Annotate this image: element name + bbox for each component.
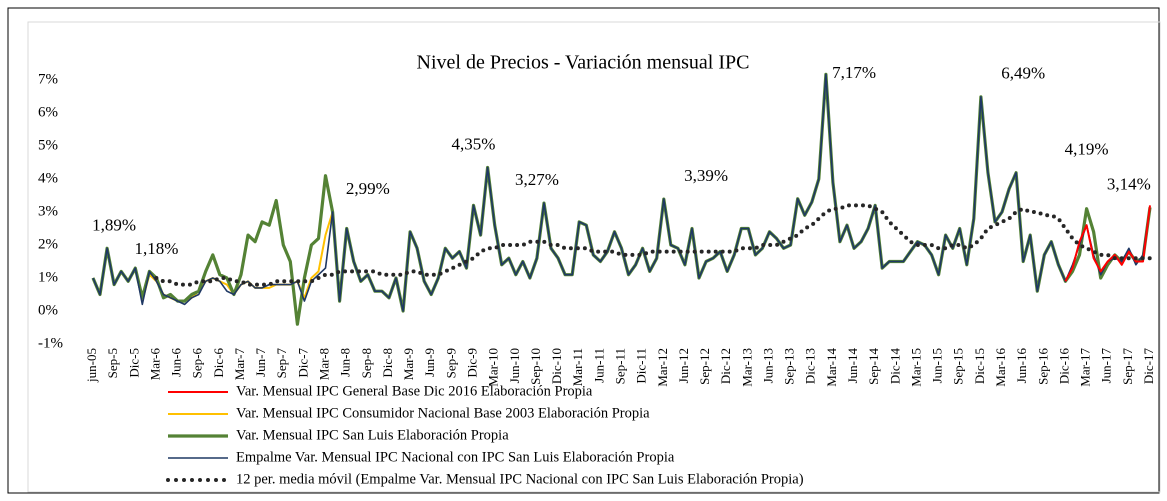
x-tick-label: Dic-14 [887, 348, 902, 385]
x-tick-label: Jun-10 [507, 348, 522, 383]
y-tick-label: 2% [38, 236, 58, 252]
x-tick-label: Sep-14 [866, 348, 881, 385]
x-tick-label: Mar-6 [147, 348, 162, 381]
x-tick-label: jun-05 [84, 348, 99, 383]
x-tick-label: Dic-7 [295, 348, 310, 378]
series-line [1064, 205, 1151, 282]
chart-title: Nivel de Precios - Variación mensual IPC [417, 52, 750, 74]
annotation: 1,89% [92, 216, 136, 235]
y-tick-label: 7% [38, 71, 58, 87]
x-tick-label: Sep-16 [1035, 348, 1050, 385]
x-tick-label: Dic-8 [380, 348, 395, 378]
legend-label: Var. Mensual IPC Consumidor Nacional Bas… [236, 405, 650, 421]
y-tick-label: 5% [38, 137, 58, 153]
x-tick-label: Sep-17 [1120, 348, 1135, 385]
x-tick-label: Mar-9 [401, 348, 416, 380]
y-tick-label: 6% [38, 104, 58, 120]
x-tick-label: Dic-16 [1056, 348, 1071, 385]
x-tick-label: Mar-13 [739, 348, 754, 387]
x-tick-label: Mar-15 [908, 348, 923, 387]
x-tick-label: Jun-6 [169, 348, 184, 377]
x-tick-label: Mar-11 [570, 348, 585, 386]
y-tick-label: 4% [38, 170, 58, 186]
annotation: 1,18% [134, 239, 178, 258]
legend-label: Var. Mensual IPC San Luis Elaboración Pr… [236, 427, 509, 443]
x-tick-label: Jun-11 [591, 348, 606, 383]
x-tick-label: Mar-8 [317, 348, 332, 380]
annotation: 4,35% [452, 134, 496, 153]
legend-label: Var. Mensual IPC General Base Dic 2016 E… [236, 383, 593, 399]
annotation: 7,17% [832, 63, 876, 82]
x-tick-label: Mar-7 [232, 348, 247, 381]
x-tick-label: Jun-13 [760, 348, 775, 383]
x-tick-label: Sep-9 [443, 348, 458, 378]
x-tick-label: Jun-17 [1099, 348, 1114, 384]
x-tick-label: Sep-10 [528, 348, 543, 385]
annotation: 2,99% [346, 179, 390, 198]
annotation: 3,14% [1107, 174, 1151, 193]
annotation: 6,49% [1001, 64, 1045, 83]
x-tick-label: Sep-5 [105, 348, 120, 378]
x-tick-label: Sep-15 [951, 348, 966, 385]
annotation: 4,19% [1065, 140, 1109, 159]
annotation: 3,39% [684, 166, 728, 185]
x-tick-label: Dic-15 [972, 348, 987, 384]
x-tick-label: Jun-15 [930, 348, 945, 383]
series-line [154, 203, 1152, 287]
x-tick-label: Jun-9 [422, 348, 437, 377]
x-tick-label: Jun-16 [1014, 348, 1029, 384]
x-tick-label: Sep-8 [359, 348, 374, 378]
x-tick-label: Dic-5 [126, 348, 141, 378]
x-tick-label: Jun-14 [845, 348, 860, 384]
legend-label: Empalme Var. Mensual IPC Nacional con IP… [236, 449, 675, 465]
x-tick-label: Mar-17 [1078, 348, 1093, 387]
y-tick-label: 3% [38, 203, 58, 219]
x-tick-label: Jun-8 [338, 348, 353, 377]
legend-label: 12 per. media móvil (Empalme Var. Mensua… [236, 471, 804, 487]
x-tick-label: Mar-14 [824, 348, 839, 387]
x-tick-label: Mar-12 [655, 348, 670, 387]
x-tick-label: Dic-13 [803, 348, 818, 384]
x-tick-label: Dic-11 [634, 348, 649, 384]
outer-frame [7, 7, 1160, 494]
x-tick-label: Sep-7 [274, 348, 289, 379]
x-tick-label: Dic-17 [1141, 348, 1156, 385]
x-tick-label: Dic-12 [718, 348, 733, 384]
x-tick-label: Jun-7 [253, 348, 268, 377]
x-tick-label: Mar-16 [993, 348, 1008, 387]
x-tick-label: Dic-10 [549, 348, 564, 384]
x-tick-label: Sep-6 [190, 348, 205, 379]
y-tick-label: 1% [38, 269, 58, 285]
x-tick-label: Sep-13 [782, 348, 797, 385]
x-tick-label: Mar-10 [486, 348, 501, 387]
x-tick-label: Dic-6 [211, 348, 226, 378]
y-tick-label: -1% [38, 335, 63, 351]
annotation: 3,27% [515, 170, 559, 189]
y-tick-label: 0% [38, 302, 58, 318]
plot-frame [27, 21, 1161, 493]
x-tick-label: Jun-12 [676, 348, 691, 383]
x-tick-label: Dic-9 [465, 348, 480, 378]
x-tick-label: Sep-12 [697, 348, 712, 385]
x-tick-label: Sep-11 [612, 348, 627, 384]
